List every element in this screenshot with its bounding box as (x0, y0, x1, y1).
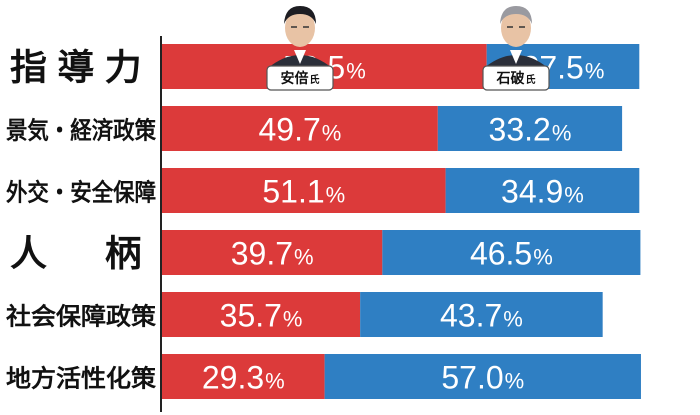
value-label-abe-5: 29.3% (202, 360, 285, 396)
bar-ishiba-2 (445, 168, 640, 213)
legend-tags: 安倍氏 石破氏 (266, 6, 550, 91)
value-label-ishiba-3: 46.5% (470, 236, 553, 272)
bar-ishiba-5 (324, 354, 641, 399)
bars-layer (162, 44, 641, 399)
category-label-5: 地方活性化策 (6, 365, 157, 393)
bar-abe-2 (162, 168, 446, 213)
value-label-abe-3: 39.7% (231, 236, 314, 272)
value-label-ishiba-5: 57.0% (441, 360, 524, 396)
bar-abe-4 (162, 292, 361, 337)
value-labels: 58.5%27.5%49.7%33.2%51.1%34.9%39.7%46.5%… (202, 50, 605, 396)
legend-label-abe: 安倍氏 (281, 70, 320, 87)
bar-ishiba-1 (437, 106, 623, 151)
legend-label-ishiba: 石破氏 (496, 70, 536, 87)
bar-ishiba-3 (382, 230, 641, 275)
category-label-4: 社会保障政策 (6, 303, 157, 331)
value-label-ishiba-2: 34.9% (501, 174, 584, 210)
value-label-abe-4: 35.7% (220, 298, 303, 334)
category-label-1: 景気・経済政策 (6, 117, 157, 145)
name-tag-abe (266, 65, 334, 91)
value-label-ishiba-4: 43.7% (440, 298, 523, 334)
bar-abe-5 (162, 354, 325, 399)
value-label-ishiba-1: 33.2% (489, 112, 572, 148)
bar-abe-3 (162, 230, 383, 275)
value-label-abe-1: 49.7% (258, 112, 341, 148)
category-label-0: 指導力 (10, 48, 152, 89)
abe-portrait-icon (268, 6, 332, 68)
category-label-2: 外交・安全保障 (6, 179, 156, 207)
bar-abe-1 (162, 106, 438, 151)
bar-ishiba-4 (360, 292, 603, 337)
ishiba-portrait-icon (484, 6, 548, 68)
name-tag-ishiba (482, 65, 550, 91)
category-label-3: 人 柄 (10, 234, 152, 275)
value-label-abe-2: 51.1% (262, 174, 345, 210)
